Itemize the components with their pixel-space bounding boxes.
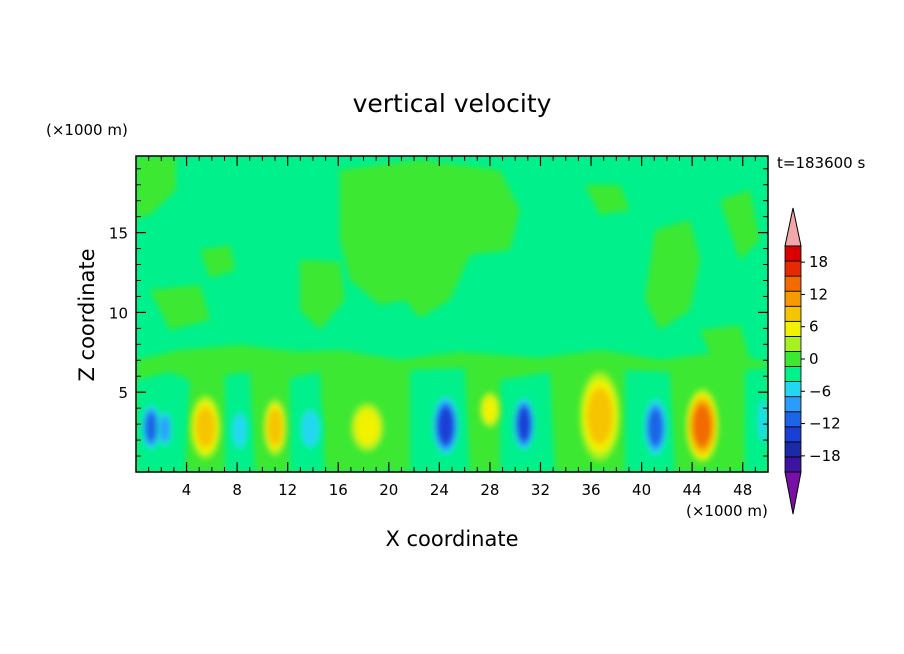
colorbar-band (784, 245, 802, 262)
y-axis: 5 10 15 (109, 168, 768, 457)
x-tick-label: 12 (278, 481, 297, 499)
time-label: t=183600 s (777, 154, 865, 172)
velocity-contour (482, 396, 498, 423)
velocity-contour (437, 407, 454, 444)
y-axis-label: Z coordinate (75, 248, 99, 381)
velocity-contour (145, 412, 158, 443)
colorbar-band (784, 396, 802, 413)
velocity-cell (579, 371, 621, 461)
velocity-contour (160, 415, 170, 443)
x-tick-label: 20 (379, 481, 398, 499)
x-tick-label: 16 (329, 481, 348, 499)
velocity-contour (195, 407, 216, 448)
colorbar-tick-label: 12 (809, 285, 828, 303)
colorbar-tick-label: 0 (809, 350, 819, 368)
x-tick-label: 32 (531, 481, 550, 499)
x-tick-label: 44 (683, 481, 702, 499)
colorbar-max-triangle (784, 207, 802, 247)
velocity-contour (758, 400, 768, 442)
velocity-cell (512, 395, 536, 453)
colorbar-tick-label: 18 (809, 253, 828, 271)
velocity-cell (157, 408, 173, 450)
velocity-contour (648, 408, 663, 447)
velocity-contour (517, 408, 531, 441)
colorbar: 18 12 6 0 −6 −12 −18 (784, 207, 841, 515)
x-axis: 4 8 12 16 20 24 28 32 36 40 44 48 (148, 156, 756, 499)
colorbar-band (784, 351, 802, 367)
velocity-cell (431, 393, 460, 458)
velocity-cell (190, 395, 221, 460)
colorbar-band (784, 426, 802, 443)
colorbar-band (784, 441, 802, 458)
colorbar-band (784, 290, 802, 307)
colorbar-band (784, 381, 802, 398)
velocity-cell (297, 403, 324, 455)
velocity-cell (262, 395, 288, 460)
velocity-contour (355, 409, 380, 446)
colorbar-band (784, 411, 802, 428)
upper-positive-patches (136, 156, 760, 365)
colorbar-band (784, 260, 802, 277)
velocity-contour (301, 410, 320, 448)
colorbar-band (784, 305, 802, 322)
x-unit-label: (×1000 m) (686, 502, 768, 520)
x-tick-label: 4 (182, 481, 192, 499)
colorbar-band (784, 275, 802, 292)
plot-area (136, 156, 768, 472)
colorbar-min-triangle (784, 471, 802, 515)
colorbar-tick-label: −6 (809, 382, 831, 400)
x-tick-label: 24 (430, 481, 449, 499)
colorbar-tick-label: 6 (809, 318, 819, 336)
velocity-contour (587, 387, 613, 445)
velocity-cell (478, 389, 502, 431)
y-unit-label: (×1000 m) (46, 121, 128, 139)
colorbar-band (784, 335, 802, 352)
y-tick-label: 15 (109, 225, 128, 243)
velocity-cell (348, 398, 387, 457)
x-tick-label: 40 (632, 481, 651, 499)
x-tick-label: 48 (733, 481, 752, 499)
colorbar-band (784, 456, 802, 473)
colorbar-band (784, 366, 802, 382)
chart-title: vertical velocity (353, 89, 552, 118)
x-tick-label: 36 (581, 481, 600, 499)
velocity-contour (693, 405, 712, 447)
colorbar-tick-label: −12 (809, 415, 841, 433)
velocity-cell (756, 392, 768, 450)
colorbar-tick-label: −18 (809, 447, 841, 465)
velocity-cell (685, 389, 719, 463)
x-tick-label: 8 (232, 481, 242, 499)
velocity-contour (232, 413, 247, 448)
x-tick-label: 28 (480, 481, 499, 499)
y-tick-label: 10 (109, 304, 128, 322)
velocity-cells (141, 371, 768, 463)
y-tick-label: 5 (118, 384, 128, 402)
velocity-contour (267, 408, 283, 447)
velocity-cell (229, 406, 250, 455)
x-axis-label: X coordinate (385, 527, 518, 551)
velocity-cell (642, 395, 669, 460)
velocity-cell (141, 401, 162, 453)
colorbar-band (784, 320, 802, 337)
